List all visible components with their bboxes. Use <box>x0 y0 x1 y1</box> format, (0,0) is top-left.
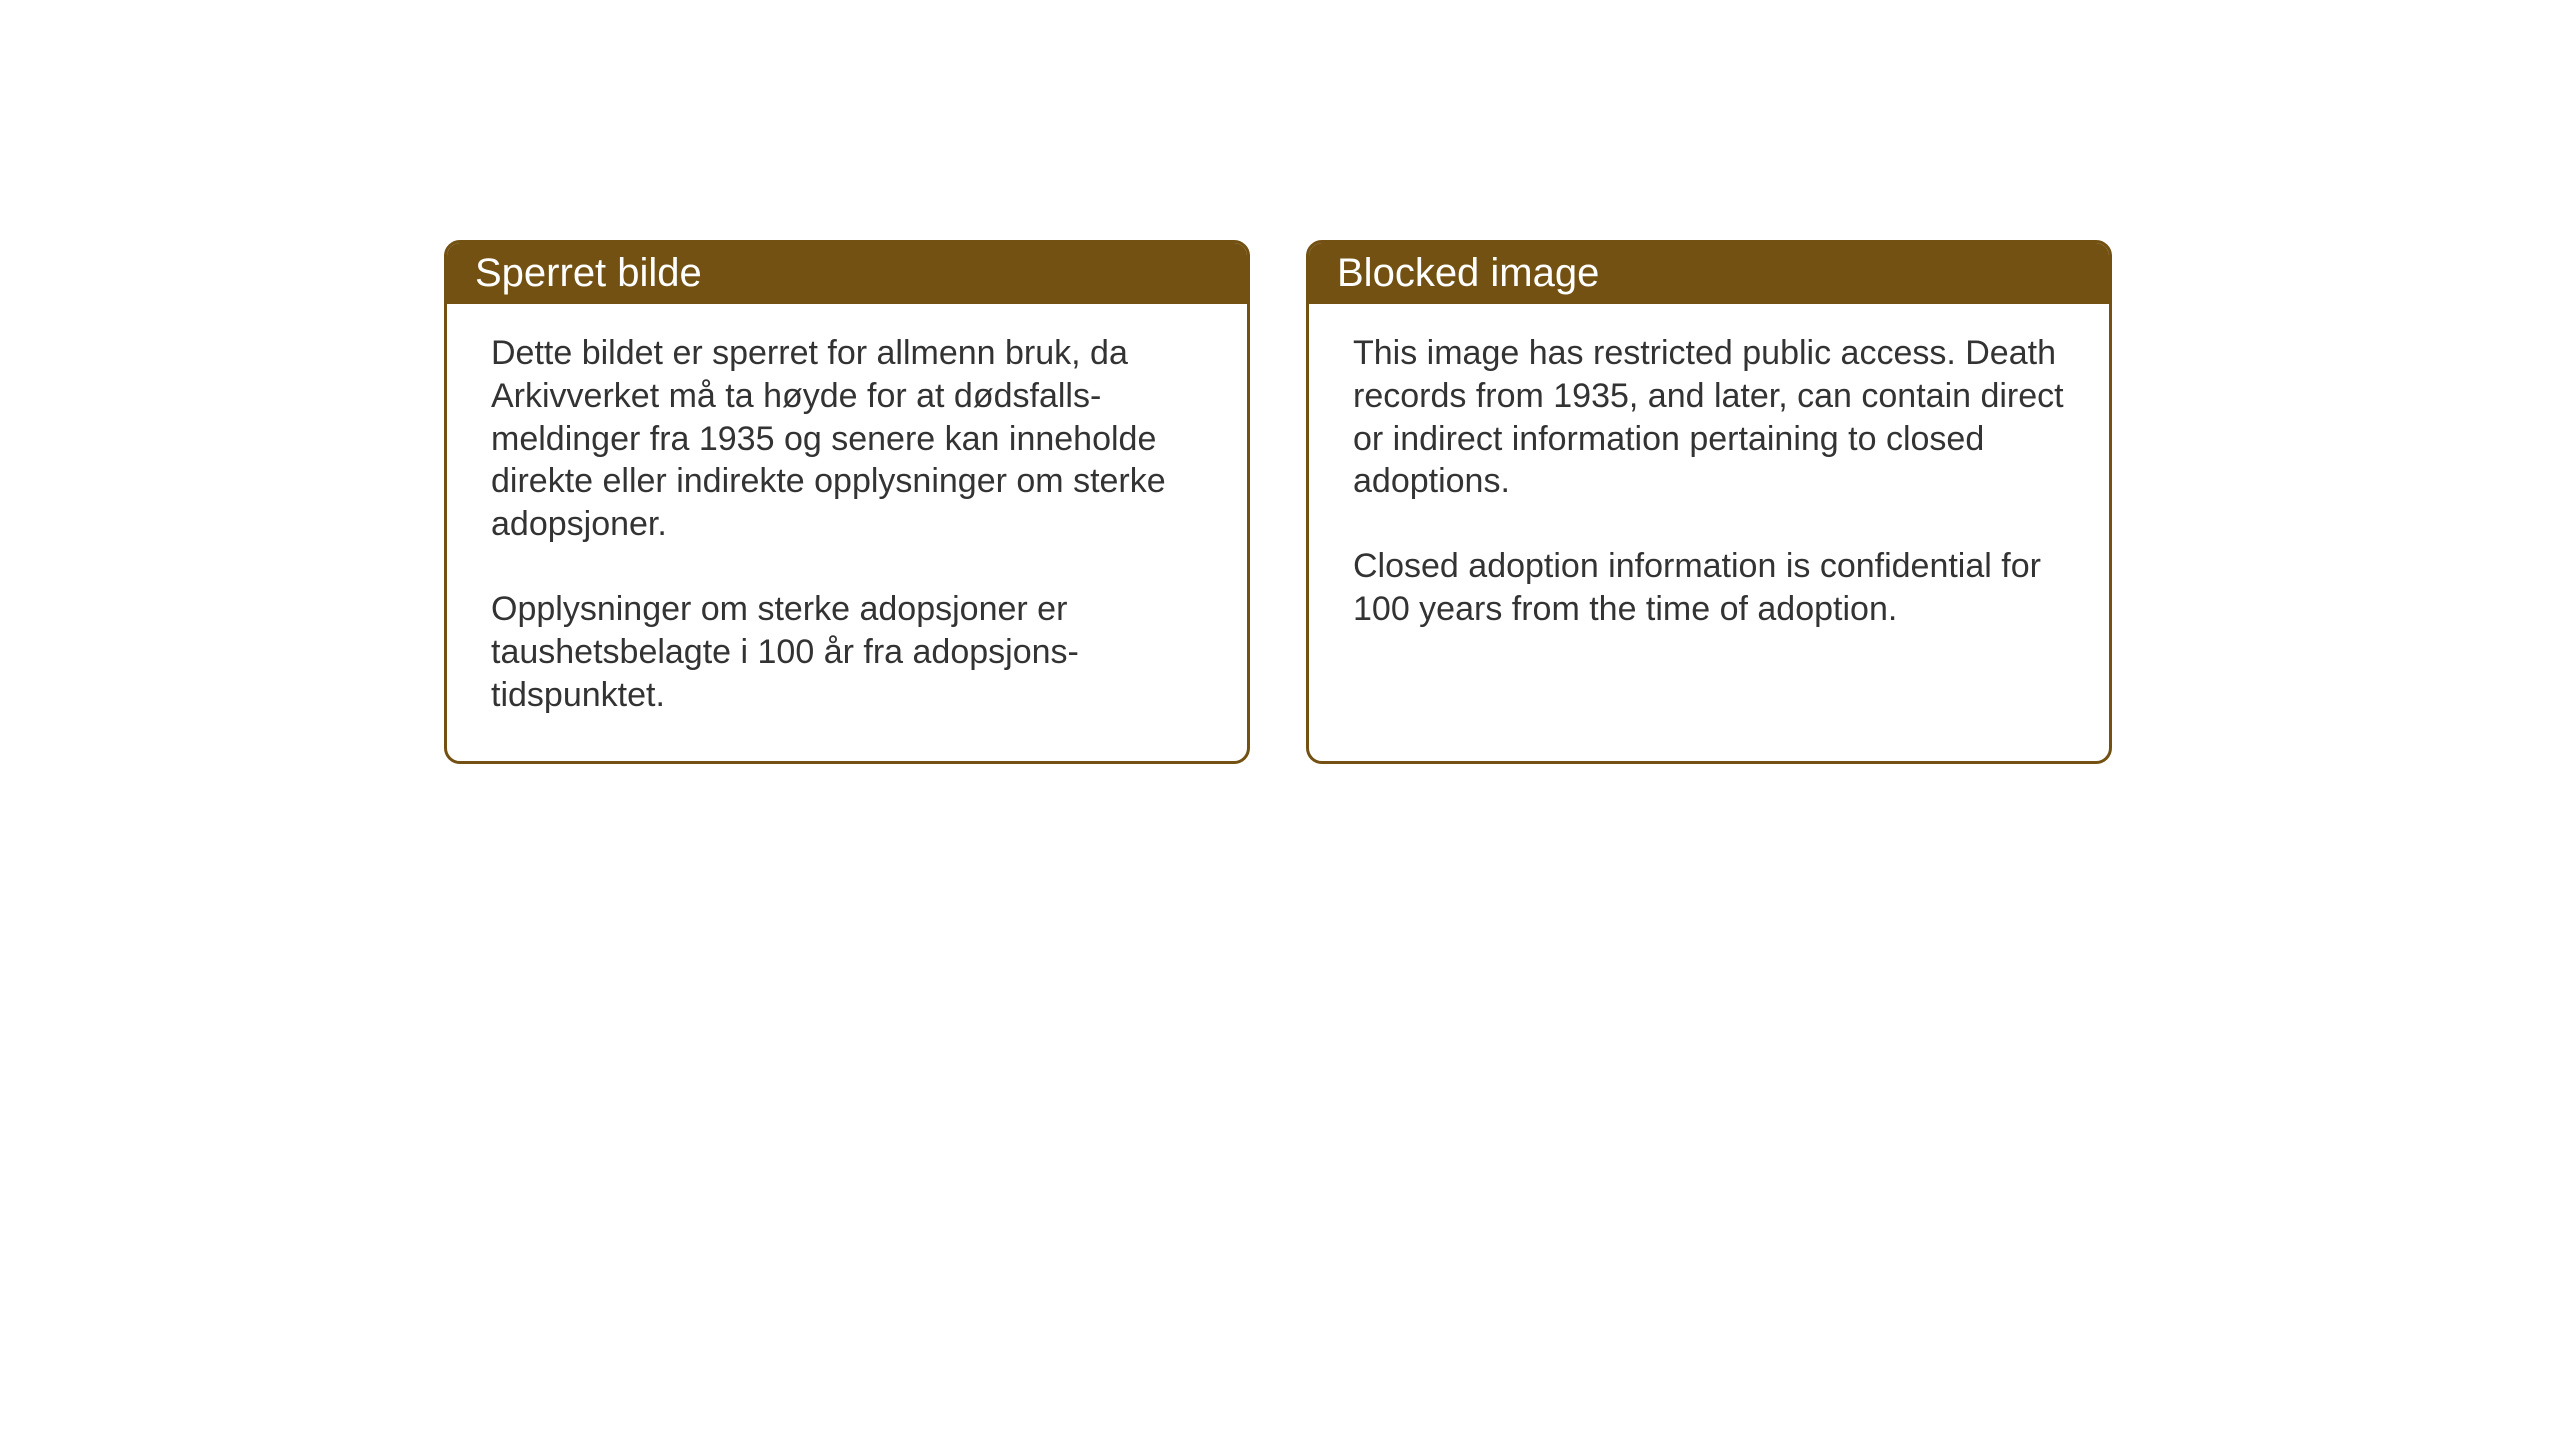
notice-paragraph: Opplysninger om sterke adopsjoner er tau… <box>491 588 1203 716</box>
notice-card-body: This image has restricted public access.… <box>1309 304 2109 675</box>
notice-paragraph: This image has restricted public access.… <box>1353 332 2065 503</box>
notice-card-body: Dette bildet er sperret for allmenn bruk… <box>447 304 1247 761</box>
notice-card-norwegian: Sperret bilde Dette bildet er sperret fo… <box>444 240 1250 764</box>
notice-container: Sperret bilde Dette bildet er sperret fo… <box>444 240 2112 764</box>
notice-title: Blocked image <box>1337 251 1599 295</box>
notice-card-header: Blocked image <box>1309 243 2109 304</box>
notice-card-header: Sperret bilde <box>447 243 1247 304</box>
notice-paragraph: Dette bildet er sperret for allmenn bruk… <box>491 332 1203 546</box>
notice-card-english: Blocked image This image has restricted … <box>1306 240 2112 764</box>
notice-paragraph: Closed adoption information is confident… <box>1353 545 2065 631</box>
notice-title: Sperret bilde <box>475 251 702 295</box>
